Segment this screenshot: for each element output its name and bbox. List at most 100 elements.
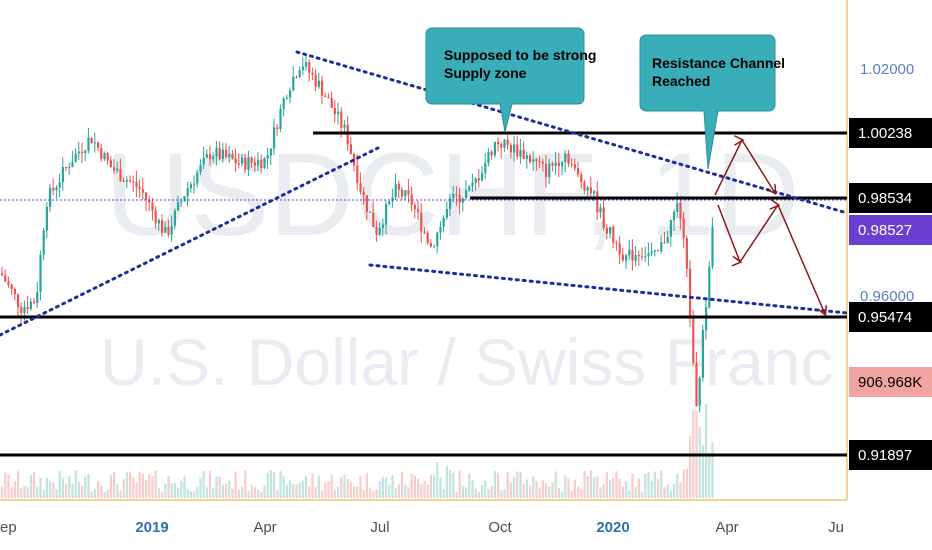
volume-bar bbox=[452, 472, 455, 498]
volume-bar bbox=[545, 483, 548, 498]
candle bbox=[442, 214, 445, 233]
candle bbox=[129, 175, 132, 183]
candle bbox=[39, 250, 42, 301]
candle bbox=[359, 172, 362, 195]
candle bbox=[49, 184, 52, 212]
candle bbox=[324, 92, 327, 98]
volume-bar bbox=[698, 427, 701, 498]
candle bbox=[116, 161, 119, 174]
candle bbox=[397, 180, 400, 199]
volume-bar bbox=[180, 480, 183, 498]
volume-bar bbox=[685, 468, 688, 498]
volume-bar bbox=[317, 475, 320, 498]
candle bbox=[68, 162, 71, 176]
volume-bar bbox=[381, 476, 384, 498]
volume-bar bbox=[653, 471, 656, 498]
volume-bar bbox=[442, 489, 445, 498]
candle bbox=[439, 221, 442, 240]
volume-bar bbox=[375, 489, 378, 498]
candle bbox=[221, 142, 224, 163]
volume-bar bbox=[253, 487, 256, 498]
volume-bar bbox=[273, 471, 276, 498]
candle bbox=[557, 153, 560, 178]
volume-bar bbox=[244, 470, 247, 498]
volume-bar bbox=[93, 488, 96, 498]
volume-bar bbox=[141, 473, 144, 498]
candle bbox=[4, 269, 7, 283]
volume-bar bbox=[458, 470, 461, 498]
candle bbox=[407, 179, 410, 204]
candle bbox=[413, 201, 416, 219]
candle bbox=[205, 149, 208, 159]
volume-bar bbox=[138, 471, 141, 498]
volume-bar bbox=[420, 483, 423, 498]
volume-bar bbox=[487, 489, 490, 498]
candle bbox=[532, 151, 535, 171]
candle bbox=[657, 249, 660, 252]
volume-bar bbox=[663, 487, 666, 498]
candle bbox=[641, 247, 644, 261]
volume-bar bbox=[90, 491, 93, 498]
candle bbox=[285, 94, 288, 100]
volume-bar bbox=[538, 487, 541, 498]
volume-bar bbox=[231, 488, 234, 498]
volume-bar bbox=[45, 477, 48, 498]
candle bbox=[317, 72, 320, 89]
volume-bar bbox=[170, 483, 173, 498]
candle bbox=[634, 246, 637, 267]
volume-bar bbox=[13, 481, 16, 498]
candle bbox=[71, 150, 74, 168]
volume-bar bbox=[173, 482, 176, 498]
projection-arrow-up-path bbox=[714, 140, 775, 196]
level-label-support-text: 0.95474 bbox=[858, 309, 912, 326]
candle bbox=[538, 156, 541, 169]
candle bbox=[685, 235, 688, 278]
candle bbox=[570, 158, 573, 168]
candle bbox=[410, 186, 413, 212]
volume-bar bbox=[506, 471, 509, 498]
candle bbox=[308, 59, 311, 82]
volume-bar bbox=[391, 475, 394, 498]
candle bbox=[484, 152, 487, 180]
candle bbox=[314, 69, 317, 92]
candle bbox=[369, 211, 372, 213]
volume-bar bbox=[650, 480, 653, 498]
candle bbox=[433, 244, 436, 248]
candle bbox=[612, 225, 615, 248]
volume-bar bbox=[621, 486, 624, 498]
volume-bar bbox=[279, 471, 282, 498]
candle bbox=[458, 187, 461, 214]
watermark-name: U.S. Dollar / Swiss Franc bbox=[100, 325, 833, 399]
volume-bar bbox=[327, 481, 330, 498]
candle bbox=[481, 165, 484, 182]
volume-bar bbox=[525, 479, 528, 498]
candle bbox=[471, 173, 474, 192]
volume-bar bbox=[407, 487, 410, 498]
candle bbox=[500, 142, 503, 159]
volume-bar bbox=[285, 484, 288, 498]
volume-bar bbox=[33, 471, 36, 498]
level-label-resistance-text: 1.00238 bbox=[858, 125, 912, 142]
candle bbox=[327, 93, 330, 99]
volume-bar bbox=[241, 486, 244, 498]
candle bbox=[497, 137, 500, 152]
volume-bar bbox=[564, 475, 567, 498]
candle bbox=[695, 352, 698, 407]
candle bbox=[1, 266, 4, 277]
candle bbox=[356, 154, 359, 191]
candle bbox=[17, 293, 20, 318]
volume-bar bbox=[161, 491, 164, 498]
volume-bar bbox=[209, 470, 212, 498]
candle bbox=[682, 211, 685, 248]
trendline-lower-descending bbox=[368, 263, 849, 315]
candle bbox=[135, 170, 138, 198]
trendline-ascending bbox=[0, 146, 380, 337]
volume-bar bbox=[701, 445, 704, 498]
candle bbox=[580, 171, 583, 190]
volume-bar bbox=[359, 476, 362, 498]
candle bbox=[173, 208, 176, 230]
volume-bar bbox=[298, 482, 301, 498]
candle bbox=[65, 166, 68, 171]
volume-label-text: 906.968K bbox=[858, 374, 922, 391]
volume-bar bbox=[289, 480, 292, 498]
